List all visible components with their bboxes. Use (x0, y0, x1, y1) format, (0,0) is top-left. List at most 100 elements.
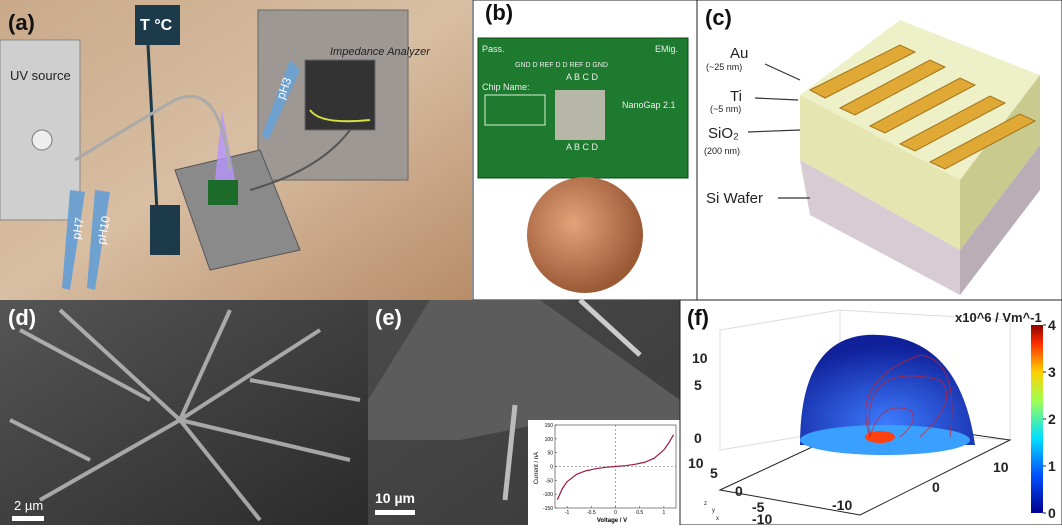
panel-label: (e) (375, 305, 402, 330)
abcd-top: A B C D (566, 72, 599, 82)
thermo-label: T °C (140, 17, 173, 34)
x-tick-label: -0.5 (587, 510, 596, 516)
axis-label: 5 (710, 465, 718, 481)
abcd-bottom: A B C D (566, 142, 599, 152)
field-dome (800, 334, 975, 445)
inset-background (528, 420, 680, 525)
panel-e: (e) 10 µm Current / nA Voltage / V -150-… (368, 298, 680, 525)
panel-a: (a) T °C UV source Impedance Analyzer pH… (0, 0, 472, 300)
panel-d: (d) 2 µm (0, 300, 368, 525)
y-tick-label: 150 (545, 423, 554, 429)
name-box (484, 94, 546, 126)
triad-label: z (704, 501, 707, 507)
layer-name: Ti (730, 88, 742, 105)
coin (527, 177, 643, 293)
stand (150, 205, 180, 255)
chip-id: NanoGap 2.1 (622, 100, 676, 110)
triad-label: x (716, 516, 719, 522)
y-tick-label: -100 (543, 492, 553, 498)
triad-label: y (712, 508, 715, 514)
uv-label: UV source (10, 68, 71, 83)
screen-curve (309, 109, 371, 123)
panel-c: (c) Au (~25 nm) Ti (~5 nm) SiO₂ (200 nm)… (696, 0, 1062, 301)
axis-label: 10 (692, 350, 708, 366)
uv-lamp (31, 129, 53, 151)
axis-label: -10 (832, 497, 852, 513)
layer-name: Si Wafer (706, 190, 763, 207)
axis-label: -10 (752, 511, 772, 525)
y-tick-label: -150 (543, 506, 553, 512)
cable (74, 94, 232, 171)
panel-label: (c) (705, 5, 732, 30)
arrows (747, 63, 810, 199)
panel-f: (f) x10^6 / Vm^-1 10 5 0 10 5 0 -5 -10 -… (679, 299, 1062, 527)
emig-label: EMig. (655, 44, 678, 54)
iv-curve (556, 434, 675, 500)
axis-label: -5 (752, 499, 765, 515)
y-tick-label: -50 (546, 478, 553, 484)
axis-label: 5 (694, 377, 702, 393)
colorbar-tick-label: 1 (1048, 458, 1056, 474)
pin-labels: GND D REF D D REF D GND (515, 62, 608, 69)
colorbar-tick-label: 3 (1048, 364, 1056, 380)
scale-bar (375, 510, 415, 515)
inset-y-label: Current / nA (534, 452, 540, 484)
chip (555, 90, 605, 140)
axis-label: 10 (688, 455, 704, 471)
axis-label: 0 (694, 430, 702, 446)
axis-label: 10 (993, 459, 1009, 475)
x-tick-label: 0.5 (636, 510, 643, 516)
panel-label: (a) (8, 10, 35, 35)
chip-holder (174, 149, 301, 271)
electrodes (808, 44, 1037, 170)
inset-chart: Current / nA Voltage / V -150 -100 -50 0 50 1… (528, 420, 680, 525)
analyzer-label: Impedance Analyzer (330, 46, 431, 58)
chip-name-label: Chip Name: (482, 82, 530, 92)
si-side (960, 145, 1040, 295)
x-tick-label: -1 (565, 510, 570, 516)
scale-label: 10 µm (375, 490, 415, 506)
layer-thickness: (~25 nm) (706, 62, 742, 72)
unit-label: x10^6 / Vm^-1 (955, 310, 1042, 325)
crystals (9, 308, 361, 522)
field-lines (865, 354, 953, 438)
layer-thickness: (200 nm) (704, 146, 740, 156)
panel-label: (f) (687, 305, 709, 330)
layer-thickness: (~5 nm) (710, 104, 741, 114)
thermo-probe (146, 44, 160, 231)
colorbar-tick-label: 2 (1048, 411, 1056, 427)
cable (249, 129, 351, 191)
scale-bar (12, 516, 44, 521)
x-tick-label: 1 (663, 510, 666, 516)
pen-ph10 (87, 190, 110, 290)
crystal (578, 298, 642, 357)
colorbar (1031, 325, 1043, 513)
panel-label: (b) (485, 0, 513, 25)
layer-name: SiO₂ (708, 125, 739, 142)
sio2-side (800, 95, 960, 250)
pen-label: pH10 (94, 215, 113, 246)
colorbar-tick-label: 0 (1048, 505, 1056, 521)
thermo-box (135, 5, 180, 45)
y-tick-label: 0 (550, 465, 553, 471)
panel-b: (b) Pass. EMig. GND D REF D D REF D GND … (472, 0, 698, 301)
si-side (800, 160, 960, 295)
chip (208, 180, 238, 205)
analyzer-screen (304, 59, 376, 131)
pen-label: pH7 (69, 216, 87, 240)
inset-x-label: Voltage / V (597, 518, 627, 524)
pen-ph7 (62, 190, 85, 290)
axis-label: 0 (932, 479, 940, 495)
pen-ph3 (262, 60, 300, 140)
crystal (502, 404, 518, 501)
y-tick-label: 100 (545, 437, 554, 443)
y-tick-label: 50 (547, 451, 553, 457)
x-tick-label: 0 (614, 510, 617, 516)
layer-name: Au (730, 45, 748, 62)
colorbar-tick-label: 4 (1048, 317, 1056, 333)
pass-label: Pass. (482, 44, 505, 54)
axis-label: 0 (735, 483, 743, 499)
hotspot (865, 431, 895, 443)
panel-label: (d) (8, 305, 36, 330)
